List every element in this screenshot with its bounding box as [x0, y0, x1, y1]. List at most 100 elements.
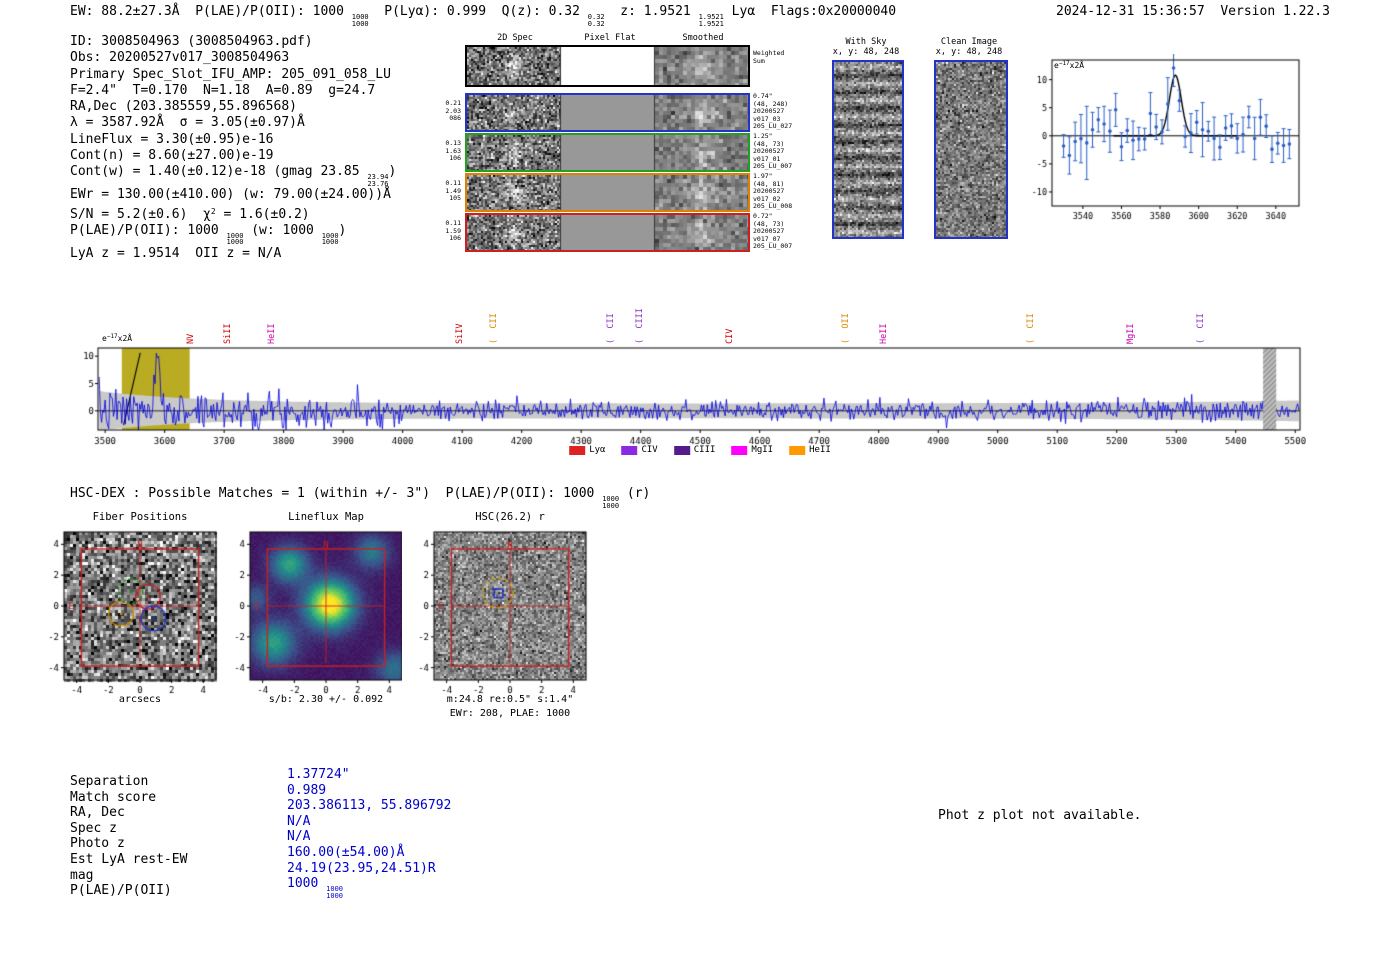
line-marker-heii: HeII: [878, 323, 889, 344]
match-table-labels: Separation Match score RA, Dec Spec z Photo …: [70, 774, 187, 899]
line-marker-cii: ( CII: [1025, 313, 1036, 344]
legend-item-civ: CIV: [621, 445, 658, 455]
col-title-smoothed: Smoothed: [682, 33, 724, 43]
info-line: F=2.4" T=0.170 N=1.18 A=0.89 g=24.7: [70, 82, 376, 98]
fiber-positions-title: Fiber Positions: [92, 511, 188, 523]
spec2d-row-right-info: 1.97" (48, 81) 20200527 v017_02 205_LU_008: [753, 172, 793, 210]
match-row-value: N/A: [287, 813, 311, 829]
with-sky-coords: x, y: 48, 248: [832, 47, 900, 57]
match-row-label: Spec z: [70, 820, 117, 836]
hsc-xlabel-2: EWr: 208, PLAE: 1000: [449, 708, 571, 719]
spec2d-row-image: [467, 215, 748, 250]
with-sky-title: With Sky: [845, 37, 887, 47]
legend-label: MgII: [751, 445, 774, 455]
photz-note: Phot z plot not available.: [938, 808, 1142, 823]
legend-item-mgii: MgII: [731, 445, 773, 455]
spec2d-row-left-stats: 0.21 2.03 086: [445, 99, 461, 122]
match-row-label: mag: [70, 867, 94, 883]
info-line: ID: 3008504963 (3008504963.pdf): [70, 34, 313, 49]
with-sky-image: [832, 60, 904, 239]
spec2d-row-right-info: 1.25" (48, 73) 20200527 v017_01 205_LU_007: [753, 132, 793, 170]
col-title-2d-spec: 2D Spec: [497, 33, 533, 43]
lineflux-map-title: Lineflux Map: [288, 511, 364, 523]
legend-swatch: [569, 445, 586, 455]
hsc-r-title: HSC(26.2) r: [475, 511, 545, 523]
spec2d-row-image: [467, 175, 748, 210]
spec2d-row-image: [467, 95, 748, 130]
hsc-r-image: [402, 528, 592, 703]
detection-info-block: ID: 3008504963 (3008504963.pdf) Obs: 2020…: [70, 34, 396, 262]
clean-image: [934, 60, 1008, 239]
lineflux-map-image: [218, 528, 408, 703]
legend-item-ciii: CIII: [673, 445, 716, 455]
spec2d-exposure-row: [465, 93, 750, 132]
info-line: λ = 3587.92Å σ = 3.05(±0.97)Å: [70, 115, 305, 131]
match-row-value: 24.19(23.95,24.51)R: [287, 860, 436, 876]
match-row-label: Est LyA rest-EW: [70, 851, 188, 867]
legend-label: CIV: [641, 445, 658, 455]
line-marker-oii: ( OII: [840, 313, 851, 344]
legend-swatch: [673, 445, 690, 455]
legend-swatch: [621, 445, 638, 455]
fiber-positions-image: [32, 528, 222, 703]
info-line: RA,Dec (203.385559,55.896568): [70, 99, 297, 115]
legend-swatch: [789, 445, 806, 455]
info-line: Cont(w) = 1.40(±0.12)e-18 (gmag 23.85 23…: [70, 164, 397, 188]
weighted-sum-label: Weighted Sum: [753, 49, 785, 65]
fit-plot-unit-label: e−17x2Å: [1054, 60, 1085, 70]
line-fit-plot: [1022, 54, 1307, 224]
match-row-value: 0.989: [287, 782, 327, 798]
match-table-values: 1.37724" 0.989 203.386113, 55.896792 N/A N/A…: [287, 767, 451, 899]
header-datetime-version: 2024-12-31 15:36:57 Version 1.22.3: [1056, 4, 1330, 19]
clean-image-title: Clean Image: [940, 37, 998, 47]
info-line: Cont(n) = 8.60(±27.00)e-19: [70, 148, 274, 164]
lineflux-xlabel: s/b: 2.30 +/- 0.092: [268, 694, 384, 705]
stacked-fraction: 1.9521 1.9521: [698, 13, 724, 28]
spec2d-row-image: [467, 47, 748, 85]
info-line: EWr = 130.00(±410.00) (w: 79.00(±24.00))…: [70, 187, 391, 203]
hsc-dex-match-line: HSC-DEX : Possible Matches = 1 (within +…: [70, 486, 651, 510]
fiber-xlabel: arcsecs: [118, 694, 162, 705]
info-line: Obs: 20200527v017_3008504963: [70, 50, 290, 66]
stacked-fraction: 0.32 0.32: [587, 13, 605, 28]
clean-image-coords: x, y: 48, 248: [935, 47, 1003, 57]
spec2d-exposure-row: [465, 213, 750, 252]
match-row-label: Match score: [70, 789, 157, 805]
info-line: Primary Spec_Slot_IFU_AMP: 205_091_058_L…: [70, 66, 391, 82]
match-row-value: 203.386113, 55.896792: [287, 798, 452, 814]
spec2d-row-left-stats: 0.11 1.49 105: [445, 179, 461, 202]
line-marker-heii: HeII: [266, 323, 277, 344]
line-marker-cii: ( CII: [1196, 313, 1207, 344]
col-title-pixel-flat: Pixel Flat: [584, 33, 636, 43]
line-marker-cii: ( CII: [488, 313, 499, 344]
spec2d-row-image: [467, 135, 748, 170]
stacked-fraction: 1000 1000: [226, 231, 244, 247]
spec2d-row-right-info: 0.72" (48, 73) 20200527 v017_07 205_LU_007: [753, 212, 793, 250]
match-row-label: RA, Dec: [70, 805, 125, 821]
info-line: LineFlux = 3.30(±0.95)e-16: [70, 131, 274, 147]
stacked-fraction: 1000 1000: [326, 885, 343, 900]
line-marker-cii: ( CII: [606, 313, 617, 344]
info-line: P(LAE)/P(OII): 1000 1000 1000 (w: 1000 10…: [70, 222, 347, 247]
legend-label: Lyα: [589, 445, 606, 455]
spectrum-legend: Lyα CIV CIII MgII HeII: [569, 445, 831, 455]
match-row-value: 1.37724": [287, 767, 350, 782]
stacked-fraction: 23.94 23.76: [367, 173, 389, 188]
spectrum-unit-label: e−17x2Å: [102, 333, 133, 343]
line-marker-mgii: MgII: [1125, 323, 1136, 344]
spec2d-weighted-row: [465, 45, 750, 87]
header-summary: EW: 88.2±27.3Å P(LAE)/P(OII): 1000 1000 1…: [70, 4, 897, 28]
match-row-value: N/A: [287, 829, 311, 845]
legend-item-heii: HeII: [789, 445, 831, 455]
stacked-fraction: 1000 1000: [351, 13, 369, 28]
legend-label: CIII: [693, 445, 716, 455]
spec2d-exposure-row: [465, 173, 750, 212]
spec2d-row-right-info: 0.74" (48, 248) 20200527 v017_03 205_LU_027: [753, 92, 793, 130]
legend-label: HeII: [809, 445, 831, 455]
line-marker-siiv: SiIV: [455, 323, 466, 344]
line-marker-ciii: ( CIII: [635, 308, 646, 344]
match-row-label: Photo z: [70, 836, 125, 852]
match-row-label: Separation: [70, 774, 149, 789]
match-row-label: P(LAE)/P(OII): [70, 883, 172, 899]
spec2d-row-left-stats: 0.11 1.59 106: [445, 219, 461, 242]
